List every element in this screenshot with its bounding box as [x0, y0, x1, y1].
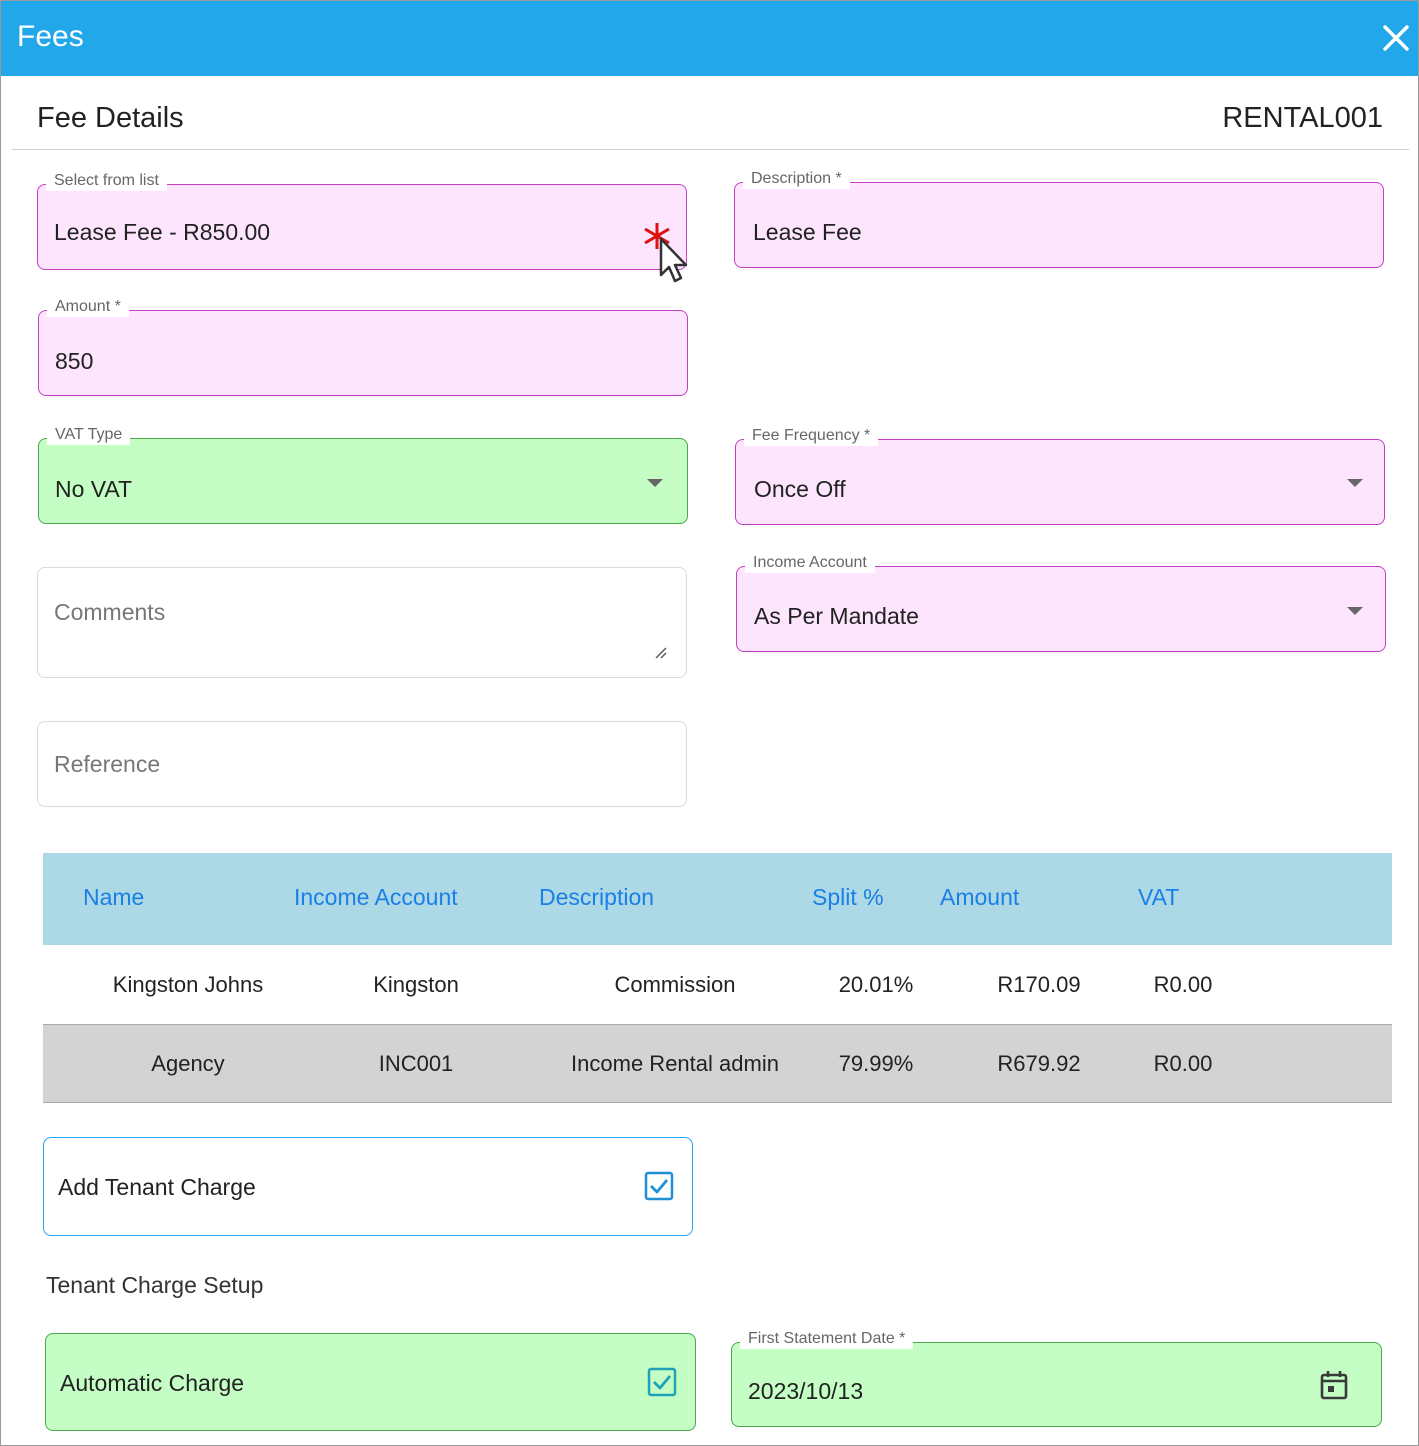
chevron-down-icon[interactable]	[647, 479, 663, 487]
cell-vat: R0.00	[1153, 1051, 1213, 1076]
cell-vat: R0.00	[1153, 972, 1213, 997]
first-statement-date-field[interactable]: First Statement Date * 2023/10/13	[731, 1329, 1382, 1427]
vat-type-select[interactable]: VAT Type No VAT	[38, 425, 688, 524]
select-from-list-label: Select from list	[46, 171, 167, 191]
reference-code: RENTAL001	[1222, 102, 1383, 134]
cell-name: Kingston Johns	[112, 972, 264, 997]
mouse-pointer-icon	[659, 237, 688, 283]
add-tenant-charge-label: Add Tenant Charge	[58, 1174, 256, 1200]
cell-name: Agency	[151, 1051, 225, 1076]
add-tenant-charge-toggle[interactable]: Add Tenant Charge	[43, 1137, 693, 1236]
vat-type-value: No VAT	[55, 476, 133, 502]
cell-description: Income Rental admin	[571, 1051, 779, 1076]
close-icon[interactable]	[1381, 23, 1411, 53]
comments-placeholder: Comments	[54, 599, 166, 625]
column-header-vat[interactable]: VAT	[1138, 884, 1180, 910]
automatic-charge-toggle[interactable]: Automatic Charge	[45, 1333, 696, 1431]
amount-field[interactable]: Amount * 850	[38, 297, 688, 396]
reference-input[interactable]: Reference	[37, 721, 687, 807]
dialog-titlebar: Fees	[1, 1, 1418, 76]
table-row[interactable]: Agency INC001 Income Rental admin 79.99%…	[43, 1024, 1392, 1103]
split-table-header: Name Income Account Description Split % …	[43, 853, 1392, 945]
fee-frequency-label: Fee Frequency *	[744, 426, 879, 446]
chevron-down-icon[interactable]	[1347, 479, 1363, 487]
column-header-amount[interactable]: Amount	[940, 884, 1020, 910]
vat-type-label: VAT Type	[47, 425, 131, 445]
checkbox-checked-icon[interactable]	[644, 1171, 674, 1201]
comments-textarea[interactable]: Comments	[37, 567, 687, 678]
checkbox-checked-icon[interactable]	[647, 1367, 677, 1397]
calendar-icon[interactable]	[1320, 1370, 1348, 1400]
description-label: Description *	[743, 169, 850, 189]
cell-split: 20.01%	[838, 972, 914, 997]
chevron-down-icon[interactable]	[1347, 607, 1363, 615]
select-from-list-field[interactable]: Select from list Lease Fee - R850.00	[37, 171, 688, 283]
section-title: Fee Details	[37, 102, 184, 134]
fee-frequency-value: Once Off	[754, 476, 846, 502]
reference-placeholder: Reference	[54, 751, 161, 777]
automatic-charge-label: Automatic Charge	[60, 1370, 245, 1396]
cell-split: 79.99%	[838, 1051, 914, 1076]
tenant-charge-setup-title: Tenant Charge Setup	[46, 1272, 264, 1298]
amount-value: 850	[55, 348, 94, 374]
cell-income-account: Kingston	[373, 972, 459, 997]
column-header-income-account[interactable]: Income Account	[294, 884, 458, 910]
table-row[interactable]: Kingston Johns Kingston Commission 20.01…	[43, 945, 1392, 1024]
column-header-split[interactable]: Split %	[812, 884, 884, 910]
resize-handle-icon[interactable]	[654, 646, 668, 660]
divider	[12, 149, 1409, 150]
cell-amount: R170.09	[997, 972, 1081, 997]
select-from-list-value: Lease Fee - R850.00	[54, 219, 271, 245]
fee-frequency-select[interactable]: Fee Frequency * Once Off	[735, 426, 1385, 525]
column-header-name[interactable]: Name	[83, 884, 145, 910]
asterisk-icon	[644, 223, 670, 249]
first-statement-date-label: First Statement Date *	[740, 1329, 914, 1349]
description-field[interactable]: Description * Lease Fee	[734, 169, 1384, 268]
income-account-select[interactable]: Income Account As Per Mandate	[736, 553, 1386, 652]
description-value: Lease Fee	[753, 219, 862, 245]
cell-description: Commission	[614, 972, 736, 997]
column-header-description[interactable]: Description	[539, 884, 655, 910]
first-statement-date-value: 2023/10/13	[748, 1378, 864, 1404]
dialog-title: Fees	[17, 20, 84, 53]
amount-label: Amount *	[47, 297, 129, 317]
cell-amount: R679.92	[997, 1051, 1081, 1076]
cell-income-account: INC001	[378, 1051, 454, 1076]
income-account-label: Income Account	[745, 553, 875, 573]
income-account-value: As Per Mandate	[754, 603, 919, 629]
